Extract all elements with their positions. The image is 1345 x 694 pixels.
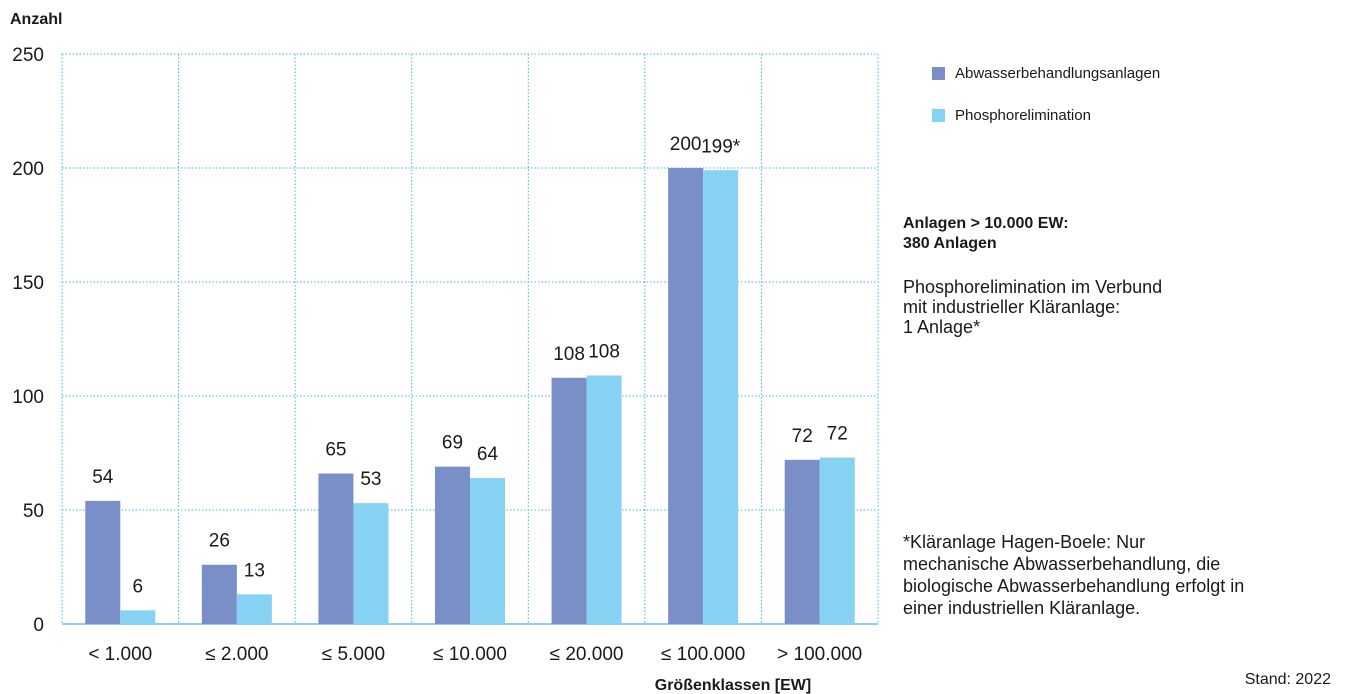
x-tick-label-6: > 100.000 (777, 644, 862, 665)
footnote-line-2: mechanische Abwasserbehandlung, die (903, 554, 1221, 574)
footnote-line-4: einer industriellen Kläranlage. (903, 598, 1141, 618)
x-tick-label-0: < 1.000 (88, 644, 152, 665)
value-label-abwasser-2: 65 (325, 440, 346, 461)
x-axis-title: Größenklassen [EW] (655, 677, 811, 694)
value-label-abwasser-4: 108 (553, 344, 585, 365)
verbund-line-2: mit industrieller Kläranlage: (903, 297, 1121, 317)
value-label-phosphor-1: 13 (244, 560, 265, 581)
bar-phosphor-4 (586, 375, 622, 624)
bar-abwasser-0 (85, 500, 121, 624)
legend-swatch-abwasser (932, 66, 945, 80)
value-label-phosphor-6: 72 (827, 424, 848, 445)
bars (85, 168, 855, 624)
y-tick-label-250: 250 (12, 45, 44, 66)
value-label-abwasser-3: 69 (442, 433, 463, 454)
bar-phosphor-2 (353, 503, 389, 624)
x-tick-label-5: ≤ 100.000 (661, 644, 745, 665)
footnote-line-1: *Kläranlage Hagen-Boele: Nur (903, 532, 1146, 552)
bar-abwasser-5 (668, 168, 704, 624)
y-tick-label-200: 200 (12, 159, 44, 180)
value-labels: 54 6 26 13 65 53 69 64 108 108 200 199* 72 72 (92, 134, 848, 597)
summary-line-1: Anlagen > 10.000 EW: (903, 215, 1069, 232)
x-tick-label-2: ≤ 5.000 (322, 644, 385, 665)
value-label-phosphor-5: 199* (701, 136, 741, 157)
stand-date: Stand: 2022 (1244, 671, 1331, 688)
value-label-abwasser-5: 200 (670, 134, 702, 155)
y-tick-label-50: 50 (23, 501, 44, 522)
legend-item-abwasser: Abwasserbehandlungsanlagen (932, 62, 1160, 84)
x-tick-label-3: ≤ 10.000 (433, 644, 507, 665)
x-tick-label-1: ≤ 2.000 (205, 644, 268, 665)
y-tick-label-150: 150 (12, 273, 44, 294)
y-axis-title: Anzahl (10, 11, 62, 28)
footnote: *Kläranlage Hagen-Boele: Nur mechanische… (903, 531, 1343, 619)
summary-line-2: 380 Anlagen (903, 235, 997, 252)
value-label-phosphor-4: 108 (588, 341, 620, 362)
y-tick-label-0: 0 (33, 615, 44, 636)
value-label-phosphor-2: 53 (360, 469, 381, 490)
value-label-abwasser-1: 26 (209, 531, 230, 552)
bar-abwasser-2 (318, 473, 354, 624)
legend: Abwasserbehandlungsanlagen Phosphorelimi… (932, 62, 1160, 146)
bar-chart: Anzahl Größenklassen [EW] 54 6 26 13 65 53 69 6… (10, 11, 879, 694)
verbund-note: Phosphorelimination im Verbund mit indus… (903, 277, 1263, 337)
bar-phosphor-5 (703, 170, 739, 624)
value-label-phosphor-0: 6 (132, 576, 143, 597)
bar-abwasser-3 (435, 466, 470, 624)
value-label-phosphor-3: 64 (477, 444, 499, 465)
legend-swatch-phosphor (932, 108, 945, 122)
bar-phosphor-1 (236, 594, 272, 624)
bar-abwasser-4 (551, 377, 587, 624)
grid (61, 53, 879, 625)
x-tick-label-4: ≤ 20.000 (550, 644, 624, 665)
value-label-abwasser-0: 54 (92, 467, 114, 488)
footnote-line-3: biologische Abwasserbehandlung erfolgt i… (903, 576, 1245, 596)
bar-abwasser-1 (201, 564, 237, 624)
legend-label-abwasser: Abwasserbehandlungsanlagen (955, 64, 1161, 82)
y-tick-label-100: 100 (12, 387, 44, 408)
legend-item-phosphor: Phosphorelimination (932, 104, 1160, 126)
value-label-abwasser-6: 72 (792, 426, 813, 447)
summary-note: Anlagen > 10.000 EW: 380 Anlagen (903, 214, 1069, 254)
bar-abwasser-6 (784, 459, 820, 624)
tick-labels: 0 50 100 150 200 250 < 1.000 ≤ 2.000 ≤ 5.000 ≤ 10… (12, 45, 862, 665)
legend-label-phosphor: Phosphorelimination (955, 106, 1091, 124)
verbund-line-1: Phosphorelimination im Verbund (903, 277, 1163, 297)
bar-phosphor-6 (819, 457, 855, 624)
bar-phosphor-0 (120, 610, 156, 624)
bar-phosphor-3 (470, 478, 505, 624)
verbund-line-3: 1 Anlage* (903, 317, 981, 337)
